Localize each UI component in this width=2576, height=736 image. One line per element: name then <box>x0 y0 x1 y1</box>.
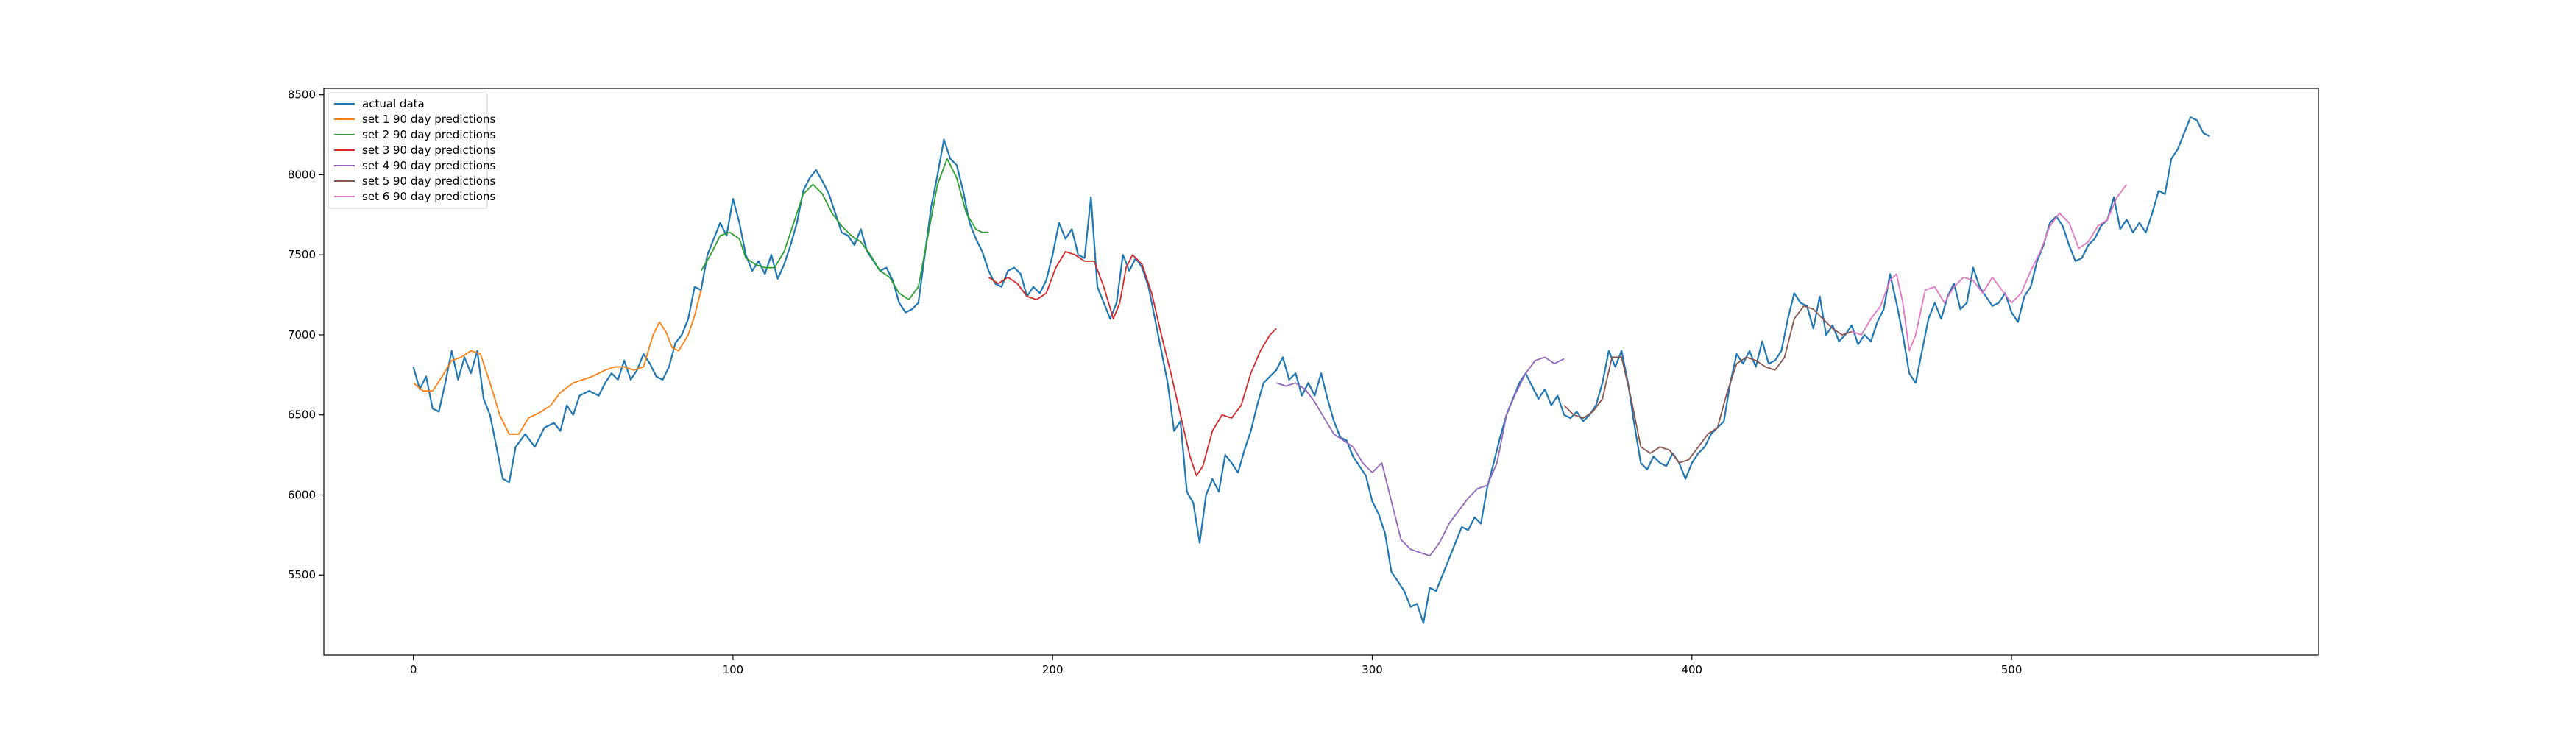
legend-entry-label: set 4 90 day predictions <box>362 159 495 172</box>
legend-entry-label: set 6 90 day predictions <box>362 190 495 203</box>
series-line-2 <box>413 289 702 435</box>
y-tick-label: 6000 <box>288 488 316 501</box>
x-tick-label: 100 <box>723 663 744 676</box>
legend-entry-label: actual data <box>362 97 425 110</box>
x-tick-label: 0 <box>410 663 417 676</box>
series-line-3 <box>700 158 989 300</box>
y-tick-label: 8000 <box>288 168 316 181</box>
legend-entry-label: set 5 90 day predictions <box>362 174 495 188</box>
y-tick-label: 8500 <box>288 88 316 102</box>
y-tick-label: 7500 <box>288 248 316 261</box>
legend-entry-label: set 1 90 day predictions <box>362 113 495 126</box>
x-axis: 0 100 200 300 400 500 <box>410 655 2023 676</box>
axes-frame <box>323 88 2319 656</box>
y-tick-label: 5500 <box>288 568 316 581</box>
legend: actual data set 1 90 day predictions set 2… <box>328 92 495 209</box>
x-tick-label: 500 <box>2001 663 2023 676</box>
series-line-6 <box>1563 305 1853 464</box>
x-tick-label: 200 <box>1042 663 1064 676</box>
series-layer <box>412 116 2210 624</box>
series-line-7 <box>1851 183 2128 352</box>
legend-box <box>328 92 488 209</box>
series-line-4 <box>988 251 1277 477</box>
series-line-5 <box>1275 356 1565 556</box>
y-tick-label: 6500 <box>288 408 316 422</box>
legend-entry-label: set 2 90 day predictions <box>362 128 495 141</box>
x-tick-label: 300 <box>1362 663 1383 676</box>
y-tick-label: 7000 <box>288 328 316 342</box>
legend-entry-label: set 3 90 day predictions <box>362 144 495 157</box>
x-tick-label: 400 <box>1681 663 1702 676</box>
y-axis: 5500 6000 6500 7000 7500 8000 8500 <box>288 88 324 581</box>
series-line-1 <box>412 116 2210 624</box>
